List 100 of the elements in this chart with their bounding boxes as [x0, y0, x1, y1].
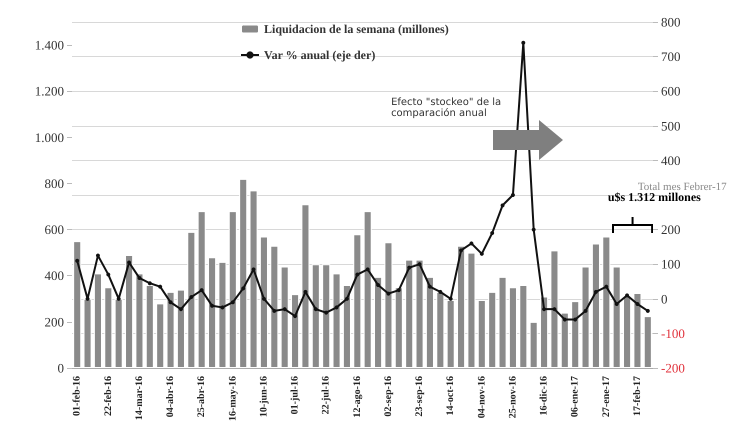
bar	[353, 234, 362, 368]
point	[418, 262, 422, 266]
bar	[187, 232, 196, 368]
point	[303, 290, 308, 294]
bar	[228, 211, 237, 368]
y2-tick-label: 600	[661, 84, 680, 99]
bar	[602, 236, 610, 368]
x-tick-label: 06-ene-17	[570, 376, 581, 418]
bar	[239, 178, 248, 368]
point	[552, 307, 556, 312]
bar	[94, 273, 102, 368]
y2-tick-label: -100	[661, 326, 685, 341]
bar	[125, 254, 134, 368]
x-tick-label: 12-ago-16	[352, 376, 363, 418]
bar	[457, 246, 466, 368]
bar	[540, 296, 548, 368]
point	[510, 193, 515, 197]
x-tick-label: 16-may-16	[227, 376, 238, 421]
bar	[208, 257, 216, 368]
bar	[467, 252, 476, 368]
point	[480, 252, 484, 256]
point	[407, 266, 412, 270]
bar	[342, 284, 351, 368]
x-tick-label: 22-feb-16	[102, 376, 114, 416]
bar	[250, 190, 258, 368]
point	[148, 281, 152, 286]
x-tick-label: 17-feb-17	[632, 376, 643, 416]
bar	[176, 290, 185, 368]
point	[584, 308, 588, 313]
y2-tick-label: 700	[661, 49, 680, 64]
point	[230, 300, 235, 304]
x-tick-label: 25-nov-16	[507, 376, 518, 418]
bar	[592, 243, 600, 368]
annotation: Efecto "stockeo" de la comparación anual	[391, 97, 502, 120]
bar	[416, 260, 424, 368]
y2-tick-label: -200	[661, 360, 685, 376]
point	[532, 228, 536, 232]
point	[594, 290, 598, 294]
y2-tick-label: 100	[661, 256, 680, 272]
point	[241, 286, 246, 290]
bar	[322, 264, 330, 368]
y2-tick-label: 800	[661, 14, 680, 30]
y2-tick-label: 200	[661, 222, 680, 238]
bar	[519, 284, 528, 368]
point	[178, 307, 183, 312]
y-tick-label: 1.000	[34, 130, 64, 145]
y-tick-label: 200	[44, 314, 64, 330]
y2-tick-label: 400	[661, 152, 680, 168]
point	[272, 308, 276, 313]
point	[604, 284, 608, 289]
bar	[156, 303, 164, 368]
point	[168, 300, 173, 304]
point	[646, 308, 650, 313]
point	[614, 302, 619, 306]
point	[137, 276, 142, 280]
y-tick-label: 600	[44, 222, 64, 238]
point	[282, 307, 287, 312]
point	[334, 305, 339, 310]
bar	[623, 295, 632, 368]
bar	[478, 300, 486, 368]
x-tick-label: 22-jul-16	[320, 376, 332, 414]
point	[200, 288, 204, 292]
point	[324, 310, 328, 315]
point	[396, 288, 401, 292]
point	[438, 290, 442, 294]
bar	[560, 312, 569, 368]
point	[252, 267, 256, 272]
bar	[612, 266, 621, 368]
y-tick-label: 400	[44, 268, 64, 284]
point	[293, 314, 298, 318]
point	[635, 302, 640, 306]
x-tick-label: 25-abr-16	[196, 376, 208, 418]
point	[500, 203, 505, 208]
point	[490, 231, 494, 236]
bar	[218, 262, 226, 368]
bar	[488, 292, 496, 368]
bar	[405, 260, 414, 368]
bar	[508, 287, 517, 368]
bar	[146, 284, 154, 368]
x-tick-label: 16-dic-16	[538, 376, 550, 416]
bar	[332, 273, 341, 368]
bar	[312, 264, 320, 368]
bar	[104, 287, 112, 368]
bar	[394, 287, 403, 368]
bar	[364, 211, 372, 368]
bar	[291, 294, 300, 368]
x-tick-label: 04-abr-16	[165, 376, 176, 418]
bar	[84, 298, 92, 368]
point	[562, 318, 567, 322]
point	[314, 307, 318, 312]
x-tick-label: 27-ene-17	[600, 376, 612, 418]
x-tick-label: 04-nov-16	[476, 376, 488, 418]
bar	[270, 246, 278, 368]
x-tick-label: 14-oct-16	[445, 376, 456, 416]
bar	[550, 250, 558, 368]
bar	[198, 211, 206, 368]
x-tick-label: 14-mar-16	[134, 376, 145, 420]
point	[262, 296, 266, 301]
point	[625, 293, 630, 298]
point	[386, 292, 390, 296]
